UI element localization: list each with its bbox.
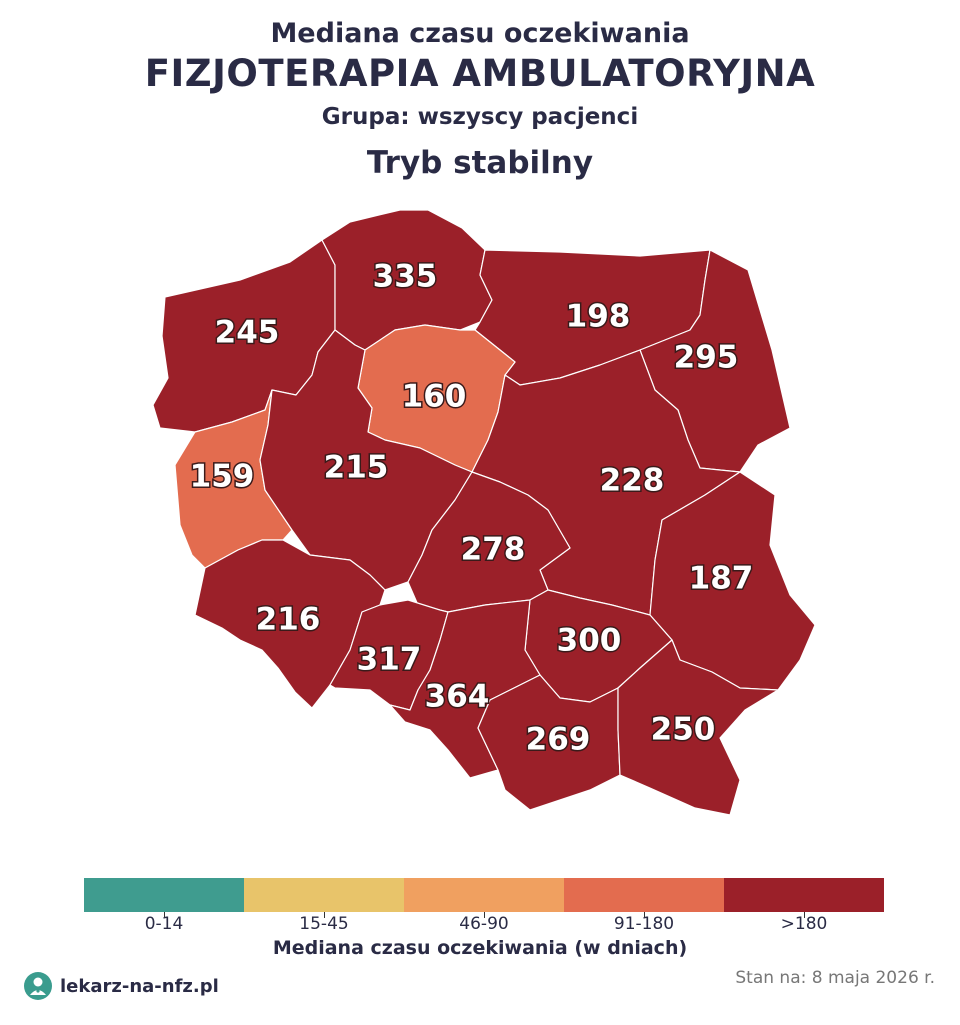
legend-tick	[804, 912, 805, 918]
legend-label-0-14: 0-14	[144, 914, 184, 934]
mode-subtitle: Tryb stabilny	[366, 145, 594, 181]
region-slaskie[interactable]	[389, 599, 541, 779]
value-label-podlaskie: 295	[674, 340, 739, 376]
value-label-swietokrzyskie: 300	[557, 623, 622, 659]
value-label-lubelskie: 187	[689, 561, 754, 597]
value-label-kujawsko-pomorskie: 160	[402, 379, 467, 415]
group-subtitle: Grupa: wszyscy pacjenci	[321, 104, 639, 130]
value-label-warminsko-mazurskie: 198	[566, 299, 631, 335]
region-podkarpackie[interactable]	[617, 639, 779, 816]
legend-tick	[324, 912, 325, 918]
region-lubuskie[interactable]	[174, 389, 293, 569]
value-label-podkarpackie: 250	[651, 712, 716, 748]
value-label-lodzkie: 278	[461, 532, 526, 568]
value-label-opolskie: 317	[357, 642, 422, 678]
legend-swatch-0-14	[84, 878, 244, 912]
legend-colorbar	[84, 878, 884, 912]
region-malopolskie[interactable]	[477, 674, 621, 811]
legend-tick	[484, 912, 485, 918]
legend-label-over-180: >180	[780, 914, 828, 934]
site-logo[interactable]: lekarz-na-nfz.pl	[24, 972, 219, 1000]
legend-label-46-90: 46-90	[459, 914, 509, 934]
legend-label-91-180: 91-180	[613, 914, 675, 934]
legend-label-15-45: 15-45	[299, 914, 349, 934]
value-label-malopolskie: 269	[526, 722, 591, 758]
value-label-lubuskie: 159	[190, 459, 255, 495]
site-name[interactable]: lekarz-na-nfz.pl	[60, 975, 219, 997]
value-label-pomorskie: 335	[373, 259, 438, 295]
legend-swatch-over-180	[724, 878, 884, 912]
legend-title: Mediana czasu oczekiwania (w dniach)	[272, 937, 688, 959]
legend-swatch-91-180	[564, 878, 724, 912]
value-label-wielkopolskie: 215	[324, 450, 389, 486]
legend-tick	[644, 912, 645, 918]
doctor-icon	[24, 972, 52, 1000]
value-label-slaskie: 364	[425, 679, 490, 715]
legend-swatch-15-45	[244, 878, 404, 912]
page-title: FIZJOTERAPIA AMBULATORYJNA	[144, 52, 816, 95]
value-label-dolnoslaskie: 216	[256, 602, 321, 638]
value-label-zachodniopomorskie: 245	[215, 315, 280, 351]
legend-swatch-46-90	[404, 878, 564, 912]
poland-map: 245 335 198 295 160 159 215 228 278 187 …	[152, 209, 816, 816]
value-label-mazowieckie: 228	[600, 463, 665, 499]
title-top: Mediana czasu oczekiwania	[270, 18, 690, 49]
data-date: Stan na: 8 maja 2026 r.	[735, 968, 935, 988]
legend-tick	[164, 912, 165, 918]
